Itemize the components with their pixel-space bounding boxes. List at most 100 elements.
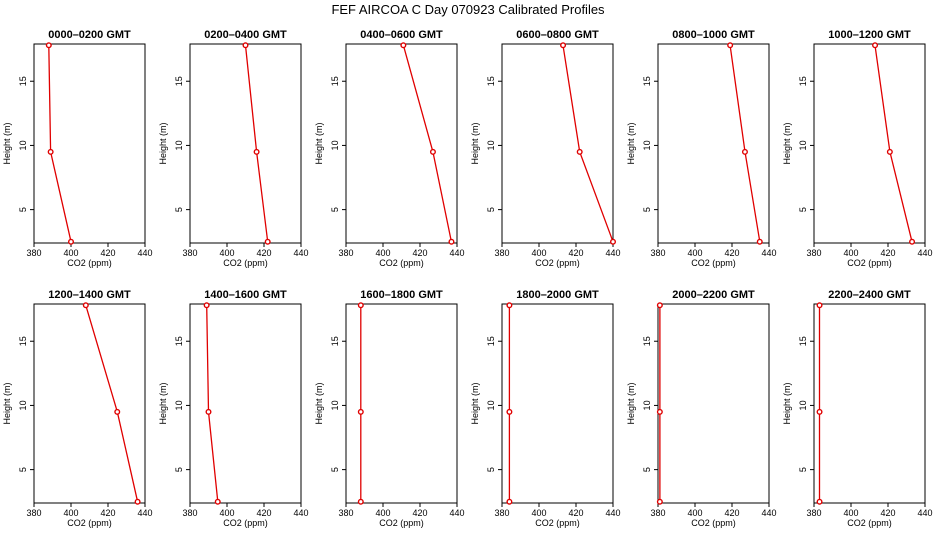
x-axis-label: CO2 (ppm) — [223, 518, 268, 528]
profile-panel: 0000–0200 GMT 380 400 420 440 5 10 15 CO2 (ppm) H… — [2, 29, 153, 268]
data-point — [45, 42, 52, 49]
data-point — [357, 302, 364, 309]
x-tick-label: 400 — [375, 248, 390, 258]
y-axis-label: Height (m) — [314, 382, 324, 424]
x-tick-label: 420 — [256, 508, 271, 518]
panel-title: 0000–0200 GMT — [48, 29, 131, 41]
panel-title: 0600–0800 GMT — [516, 29, 599, 41]
y-axis-label: Height (m) — [470, 382, 480, 424]
y-axis-label: Height (m) — [2, 122, 12, 164]
data-point — [429, 148, 436, 155]
data-point — [242, 42, 249, 49]
data-point — [576, 148, 583, 155]
y-tick-label: 10 — [486, 140, 496, 150]
panel-title: 1800–2000 GMT — [516, 289, 599, 301]
y-tick-label: 10 — [330, 400, 340, 410]
profile-panel: 1000–1200 GMT 380 400 420 440 5 10 15 CO2 (ppm) H… — [782, 29, 933, 268]
x-tick-label: 420 — [100, 248, 115, 258]
x-tick-label: 420 — [724, 248, 739, 258]
x-tick-label: 400 — [531, 508, 546, 518]
y-tick-label: 5 — [18, 467, 28, 472]
x-tick-label: 440 — [917, 508, 932, 518]
x-axis-label: CO2 (ppm) — [67, 258, 112, 268]
x-axis-label: CO2 (ppm) — [691, 518, 736, 528]
x-tick-label: 380 — [182, 248, 197, 258]
x-tick-label: 440 — [761, 508, 776, 518]
x-tick-label: 400 — [843, 248, 858, 258]
plot-frame — [501, 43, 614, 244]
x-tick-label: 380 — [338, 248, 353, 258]
y-tick-label: 15 — [486, 336, 496, 346]
profile-panel: 0800–1000 GMT 380 400 420 440 5 10 15 CO2 (ppm) H… — [626, 29, 777, 268]
x-axis-label: CO2 (ppm) — [691, 258, 736, 268]
y-tick-label: 10 — [330, 140, 340, 150]
profile-panel: 1200–1400 GMT 380 400 420 440 5 10 15 CO2 (ppm) H… — [2, 289, 153, 528]
y-tick-label: 10 — [174, 400, 184, 410]
y-axis-label: Height (m) — [2, 382, 12, 424]
y-tick-label: 10 — [642, 140, 652, 150]
data-point — [506, 408, 513, 415]
y-axis-label: Height (m) — [626, 382, 636, 424]
x-tick-label: 380 — [650, 508, 665, 518]
data-point — [560, 42, 567, 49]
plot-frame — [657, 43, 770, 244]
y-tick-label: 15 — [174, 76, 184, 86]
x-tick-label: 380 — [338, 508, 353, 518]
plot-frame — [813, 303, 926, 504]
x-tick-label: 380 — [26, 508, 41, 518]
x-tick-label: 400 — [687, 508, 702, 518]
x-tick-label: 400 — [63, 248, 78, 258]
y-tick-label: 10 — [798, 400, 808, 410]
x-tick-label: 380 — [494, 508, 509, 518]
data-point — [357, 498, 364, 505]
x-axis-label: CO2 (ppm) — [223, 258, 268, 268]
panel-title: 1400–1600 GMT — [204, 289, 287, 301]
y-tick-label: 15 — [642, 336, 652, 346]
plot-frame — [657, 303, 770, 504]
y-tick-label: 5 — [330, 467, 340, 472]
y-tick-label: 10 — [18, 140, 28, 150]
x-axis-label: CO2 (ppm) — [847, 518, 892, 528]
x-tick-label: 440 — [449, 248, 464, 258]
data-point — [727, 42, 734, 49]
x-tick-label: 400 — [375, 508, 390, 518]
data-point — [506, 498, 513, 505]
x-tick-label: 420 — [880, 508, 895, 518]
y-tick-label: 15 — [330, 76, 340, 86]
y-tick-label: 15 — [330, 336, 340, 346]
x-tick-label: 400 — [687, 248, 702, 258]
y-tick-label: 5 — [174, 467, 184, 472]
y-tick-label: 5 — [642, 467, 652, 472]
co2-profile-line — [206, 305, 219, 502]
y-tick-label: 15 — [642, 76, 652, 86]
data-point — [816, 498, 823, 505]
profile-panel: 0200–0400 GMT 380 400 420 440 5 10 15 CO2 (ppm) H… — [158, 29, 309, 268]
y-axis-label: Height (m) — [782, 122, 792, 164]
panel-title: 2200–2400 GMT — [828, 289, 911, 301]
data-point — [816, 408, 823, 415]
x-tick-label: 380 — [806, 508, 821, 518]
data-point — [357, 408, 364, 415]
y-axis-label: Height (m) — [158, 382, 168, 424]
data-point — [203, 302, 210, 309]
x-tick-label: 440 — [293, 508, 308, 518]
y-axis-label: Height (m) — [314, 122, 324, 164]
x-axis-label: CO2 (ppm) — [379, 258, 424, 268]
x-tick-label: 420 — [724, 508, 739, 518]
plot-frame — [501, 303, 614, 504]
y-tick-label: 5 — [486, 207, 496, 212]
x-tick-label: 440 — [449, 508, 464, 518]
data-point — [214, 498, 221, 505]
data-point — [656, 408, 663, 415]
y-tick-label: 10 — [642, 400, 652, 410]
x-tick-label: 420 — [568, 248, 583, 258]
x-tick-label: 440 — [605, 248, 620, 258]
y-tick-label: 5 — [174, 207, 184, 212]
y-tick-label: 15 — [18, 336, 28, 346]
y-tick-label: 15 — [798, 76, 808, 86]
x-tick-label: 400 — [219, 248, 234, 258]
x-tick-label: 380 — [650, 248, 665, 258]
data-point — [253, 148, 260, 155]
data-point — [610, 238, 617, 245]
